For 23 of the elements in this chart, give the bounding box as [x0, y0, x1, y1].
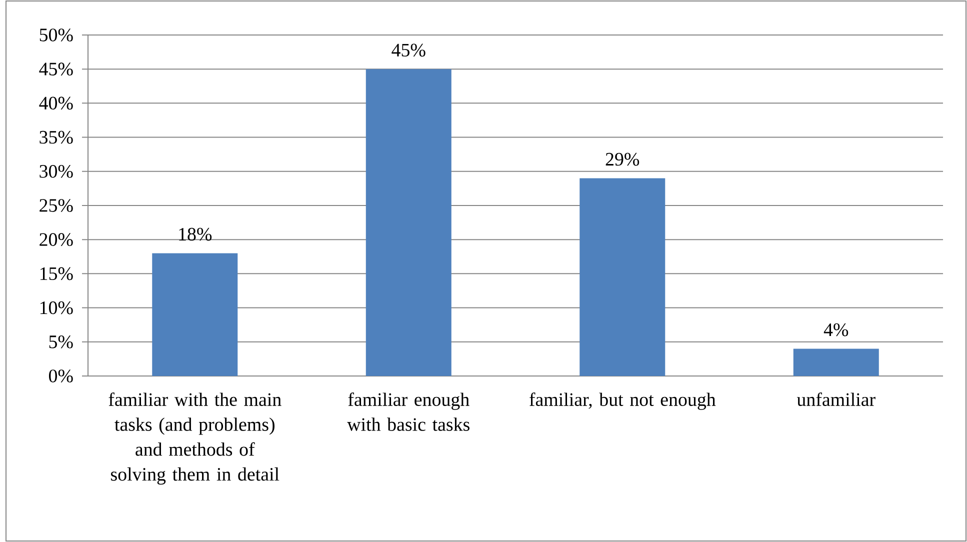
- data-label: 18%: [179, 228, 212, 241]
- y-tick-label: 20%: [40, 233, 73, 246]
- bar: [580, 178, 666, 376]
- y-tick-label: 35%: [40, 130, 73, 144]
- x-tick-label: familiar, but not enough: [530, 392, 716, 410]
- y-tick-label: 30%: [40, 164, 73, 178]
- data-label: 45%: [392, 44, 426, 57]
- y-tick-label: 10%: [40, 301, 73, 314]
- x-tick-label: familiar enough with basic tasks: [347, 392, 470, 431]
- bar: [793, 348, 879, 376]
- x-tick-label: unfamiliar: [796, 392, 876, 406]
- y-tick-label: 45%: [39, 62, 73, 76]
- y-tick-label: 50%: [40, 28, 73, 42]
- y-tick-label: 0%: [48, 370, 73, 382]
- x-tick-label: familiar with the main tasks (and problems) and methods of solving them in detail: [108, 392, 282, 485]
- y-tick-label: 15%: [40, 267, 73, 280]
- bar: [152, 253, 238, 376]
- y-tick-label: 5%: [49, 335, 73, 348]
- data-label: 4%: [824, 323, 848, 336]
- bar: [366, 69, 452, 376]
- data-label: 29%: [606, 152, 640, 166]
- y-tick-label: 40%: [39, 96, 73, 110]
- y-tick-label: 25%: [40, 199, 73, 212]
